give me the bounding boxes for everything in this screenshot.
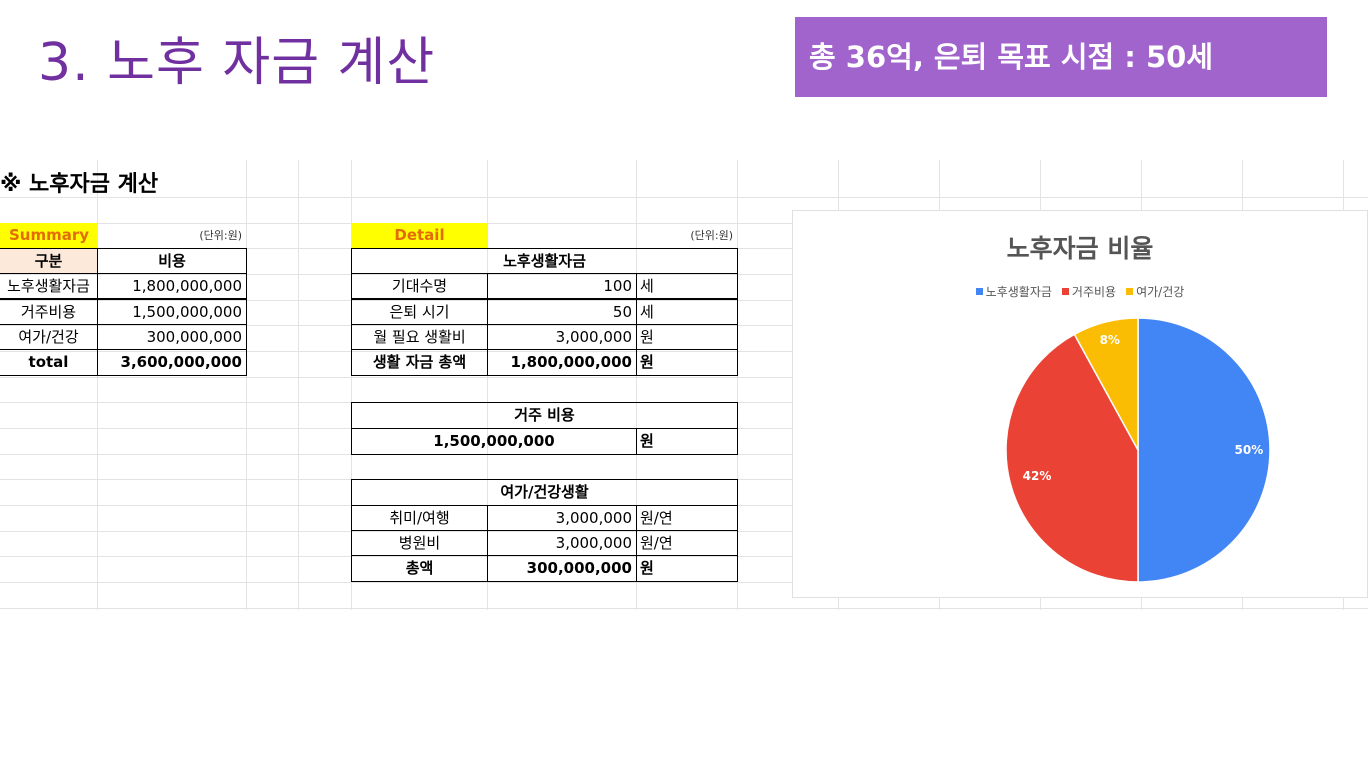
living-row-unit: 세 [636,273,738,299]
pie-data-label: 50% [1235,443,1264,457]
summary-total-value: 3,600,000,000 [97,349,247,376]
gridline [487,160,488,610]
summary-header-category: 구분 [0,248,98,274]
leisure-row-name: 취미/여행 [351,505,488,531]
summary-row-name: 거주비용 [0,299,98,325]
gridline [0,556,1368,557]
summary-banner: 총 36억, 은퇴 목표 시점 : 50세 [795,17,1327,97]
detail-unit: (단위:원) [690,229,733,242]
legend-label: 노후생활자금 [985,285,1052,299]
leisure-row-value: 3,000,000 [487,530,637,556]
summary-row-name: 노후생활자금 [0,273,98,299]
legend-item: 노후생활자금 [975,283,1052,300]
gridline [0,223,1368,224]
gridline [0,582,1368,583]
detail-label: Detail [352,223,487,248]
summary-row-value: 300,000,000 [97,324,247,350]
gridline [0,377,1368,378]
housing-unit: 원 [636,428,738,455]
leisure-row-unit: 원/연 [636,530,738,556]
gridline [0,274,1368,275]
pie-plot: 50% 42% 8% [1005,317,1271,583]
living-total-unit: 원 [636,349,738,376]
leisure-table-title: 여가/건강생활 [351,479,738,506]
leisure-total-value: 300,000,000 [487,555,637,582]
gridline [737,160,738,610]
gridline [298,160,299,610]
spreadsheet: ※ 노후자금 계산 Summary (단위:원) 구분 비용 노후생활자금 1,… [0,160,1368,610]
legend-label: 여가/건강 [1136,285,1185,299]
chart-legend: 노후생활자금 거주비용 여가/건강 [793,283,1367,300]
leisure-row-unit: 원/연 [636,505,738,531]
gridline [351,160,352,610]
summary-row-value: 1,500,000,000 [97,299,247,325]
gridline [246,160,247,610]
summary-row-value: 1,800,000,000 [97,273,247,299]
legend-item: 거주비용 [1061,283,1117,300]
gridline [0,351,1368,352]
living-total-name: 생활 자금 총액 [351,349,488,376]
gridline [0,608,1368,609]
leisure-row-name: 병원비 [351,530,488,556]
living-row-unit: 세 [636,299,738,325]
gridline [0,197,1368,198]
gridline [636,160,637,610]
pie-data-label: 42% [1023,469,1052,483]
pie-data-label: 8% [1100,333,1120,347]
living-row-name: 은퇴 시기 [351,299,488,325]
housing-value: 1,500,000,000 [351,428,637,455]
living-row-value: 50 [487,299,637,325]
chart-title: 노후자금 비율 [1006,234,1154,263]
legend-swatch [1061,288,1069,295]
pie-slice[interactable] [1005,333,1139,583]
living-row-value: 100 [487,273,637,299]
pie-slice[interactable] [1137,317,1271,583]
legend-swatch [975,288,983,295]
summary-unit: (단위:원) [199,229,242,242]
gridline [0,300,1368,301]
pie-chart[interactable]: 노후자금 비율 노후생활자금 거주비용 여가/건강 50% 42% 8% [792,210,1368,598]
summary-total-label: total [0,349,98,376]
living-row-name: 월 필요 생활비 [351,324,488,350]
gridline [97,160,98,610]
leisure-row-value: 3,000,000 [487,505,637,531]
living-total-value: 1,800,000,000 [487,349,637,376]
gridline [0,531,1368,532]
summary-row-name: 여가/건강 [0,324,98,350]
leisure-total-unit: 원 [636,555,738,582]
legend-item: 여가/건강 [1126,283,1184,300]
pie-slice[interactable] [1073,317,1139,451]
legend-label: 거주비용 [1071,285,1117,299]
leisure-total-name: 총액 [351,555,488,582]
summary-label: Summary [0,223,97,248]
living-table-title: 노후생활자금 [351,248,738,274]
slide-title: 3. 노후 자금 계산 [38,33,436,93]
legend-swatch [1126,288,1134,295]
section-title: ※ 노후자금 계산 [0,172,159,197]
summary-header-cost: 비용 [97,248,247,274]
gridline [0,325,1368,326]
housing-table-title: 거주 비용 [351,402,738,429]
living-row-name: 기대수명 [351,273,488,299]
living-row-unit: 원 [636,324,738,350]
living-row-value: 3,000,000 [487,324,637,350]
